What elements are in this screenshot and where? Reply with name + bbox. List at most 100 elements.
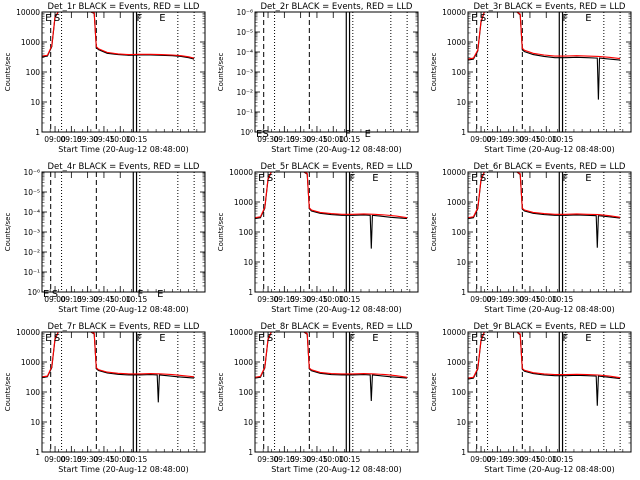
y-axis-label: Counts/sec [430,53,438,92]
chart-title: Det_2r BLACK = Events, RED = LLD [261,2,413,12]
plot-frame [254,171,419,293]
x-axis-label: Start Time (20-Aug-12 08:48:00) [271,465,402,474]
marker-letter: F [562,333,568,344]
y-axis-label: Counts/sec [217,373,225,412]
y-tick-label: 100 [452,228,467,237]
x-tick-label: 09:30 [290,455,312,464]
marker-letter: S [267,333,273,344]
x-tick-label: 09:00 [470,455,492,464]
x-tick-label: 10:00 [322,135,344,144]
detector-panel-6: Det_6r BLACK = Events, RED = LLD 1 10 100 10… [426,160,639,320]
x-tick-label: 10:15 [552,295,574,304]
y-tick-label: 1 [35,448,40,457]
y-tick-label: 10⁰ [240,128,253,137]
x-tick-label: 09:15 [61,295,83,304]
plot-frame [41,331,206,453]
y-tick-label: 1000 [447,358,466,367]
marker-letter: E [45,333,51,344]
marker-letter: E [258,173,264,184]
x-tick-label: 09:30 [503,135,525,144]
marker-letter: F [349,333,355,344]
x-tick-label: 09:15 [61,135,83,144]
chart-svg: Det_8r BLACK = Events, RED = LLD 1 10 100 10… [217,322,419,474]
y-tick-label: 100 [239,388,254,397]
marker-letter: F [562,13,568,24]
detector-panel-4: Det_4r BLACK = Events, RED = LLD 10⁰ 10⁻¹ 1… [0,160,213,320]
x-tick-label: 09:30 [290,295,312,304]
detector-panel-1: Det_1r BLACK = Events, RED = LLD 1 10 100 10… [0,0,213,160]
x-tick-label: 10:15 [339,135,361,144]
marker-letter: E [365,129,371,140]
x-tick-label: 09:30 [503,295,525,304]
y-tick-label: 10 [243,418,253,427]
y-tick-label: 1 [461,128,466,137]
y-tick-label: 10 [243,258,253,267]
chart-title: Det_7r BLACK = Events, RED = LLD [48,322,200,332]
x-tick-label: 10:00 [109,295,131,304]
y-axis-label: Counts/sec [4,213,12,252]
lld-series-line [467,171,621,219]
x-tick-label: 09:45 [306,295,328,304]
marker-letter: E [43,289,49,300]
y-axis-label: Counts/sec [4,53,12,92]
marker-letter: F [345,129,351,140]
y-tick-label: 1000 [234,198,253,207]
y-tick-label: 1000 [447,198,466,207]
marker-letter: S [263,129,269,140]
events-series-line [254,331,408,402]
y-tick-label: 1 [461,288,466,297]
chart-title: Det_4r BLACK = Events, RED = LLD [48,162,200,172]
lld-series-line [41,331,195,378]
x-tick-label: 09:30 [257,135,279,144]
marker-letter: S [480,13,486,24]
events-series-line [467,171,621,248]
y-tick-label: 100 [452,388,467,397]
events-series-line [41,11,195,60]
y-tick-label: 100 [26,68,41,77]
y-axis-label: Counts/sec [430,373,438,412]
y-tick-label: 10⁻³ [236,68,253,77]
marker-letter: E [585,13,591,24]
chart-svg: Det_2r BLACK = Events, RED = LLD 10⁰ 10⁻¹ 1… [217,2,419,154]
detector-panel-5: Det_5r BLACK = Events, RED = LLD 1 10 100 10… [213,160,426,320]
chart-title: Det_6r BLACK = Events, RED = LLD [474,162,626,172]
y-tick-label: 100 [239,228,254,237]
marker-letter: E [45,13,51,24]
marker-letter: E [471,333,477,344]
y-tick-label: 10 [30,98,40,107]
detector-panel-7: Det_7r BLACK = Events, RED = LLD 1 10 100 10… [0,320,213,480]
x-tick-label: 10:15 [339,455,361,464]
y-axis-label: Counts/sec [217,53,225,92]
y-tick-label: 100 [452,68,467,77]
chart-svg: Det_1r BLACK = Events, RED = LLD 1 10 100 10… [4,2,206,154]
y-tick-label: 10000 [16,328,40,337]
y-tick-label: 1 [248,448,253,457]
y-tick-label: 1000 [21,38,40,47]
lld-series-line [467,11,621,60]
y-tick-label: 10000 [442,328,466,337]
x-tick-label: 09:00 [44,295,66,304]
y-tick-label: 1 [248,288,253,297]
x-tick-label: 10:00 [535,135,557,144]
marker-letter: S [52,289,58,300]
x-tick-label: 09:30 [257,455,279,464]
chart-svg: Det_4r BLACK = Events, RED = LLD 10⁰ 10⁻¹ 1… [4,162,206,314]
x-tick-label: 09:30 [77,455,99,464]
y-tick-label: 10 [456,258,466,267]
x-tick-label: 09:45 [93,455,115,464]
x-axis-label: Start Time (20-Aug-12 08:48:00) [484,465,615,474]
x-tick-label: 09:30 [77,135,99,144]
x-tick-label: 09:00 [44,135,66,144]
chart-title: Det_3r BLACK = Events, RED = LLD [474,2,626,12]
marker-letter: F [562,173,568,184]
y-tick-label: 1 [461,448,466,457]
x-tick-label: 10:00 [109,135,131,144]
detector-panel-9: Det_9r BLACK = Events, RED = LLD 1 10 100 10… [426,320,639,480]
x-axis-label: Start Time (20-Aug-12 08:48:00) [58,145,189,154]
marker-letter: F [136,333,142,344]
x-tick-label: 09:15 [274,295,296,304]
events-series-line [467,331,621,406]
marker-letter: S [54,13,60,24]
x-tick-label: 09:00 [44,455,66,464]
x-axis-label: Start Time (20-Aug-12 08:48:00) [484,145,615,154]
